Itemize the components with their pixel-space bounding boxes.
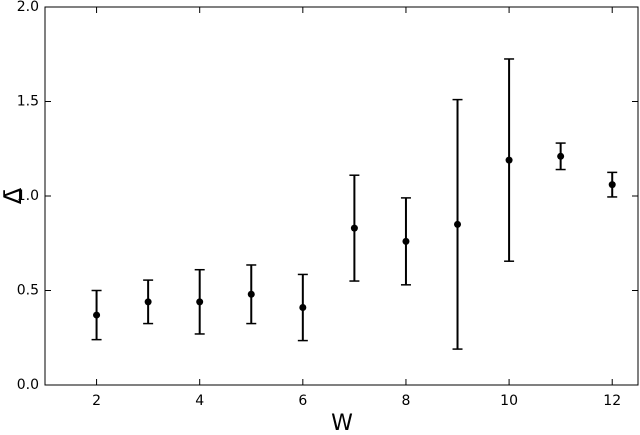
data-point — [454, 220, 462, 228]
plot-frame — [44, 6, 639, 386]
data-point — [505, 156, 513, 164]
y-tick-label: 0.5 — [17, 283, 39, 299]
x-tick-label: 2 — [92, 393, 101, 409]
x-axis-label: W — [331, 411, 353, 435]
data-point — [350, 224, 358, 232]
y-tick-label: 1.5 — [17, 94, 39, 110]
data-point — [299, 304, 307, 312]
data-point — [402, 237, 410, 245]
data-point — [93, 311, 101, 319]
y-axis-label: Δ̄ — [0, 187, 27, 204]
data-point — [196, 298, 204, 306]
y-tick-label: 0.0 — [17, 377, 39, 393]
y-tick-label: 1.0 — [17, 188, 39, 204]
x-tick-label: 8 — [401, 393, 410, 409]
data-point — [247, 290, 255, 298]
data-point — [608, 181, 616, 189]
y-tick-label: 2.0 — [17, 0, 39, 15]
x-tick-label: 4 — [195, 393, 204, 409]
x-tick-label: 10 — [500, 393, 518, 409]
data-point — [144, 298, 152, 306]
x-tick-label: 6 — [298, 393, 307, 409]
x-tick-label: 12 — [603, 393, 621, 409]
data-point — [557, 152, 565, 160]
